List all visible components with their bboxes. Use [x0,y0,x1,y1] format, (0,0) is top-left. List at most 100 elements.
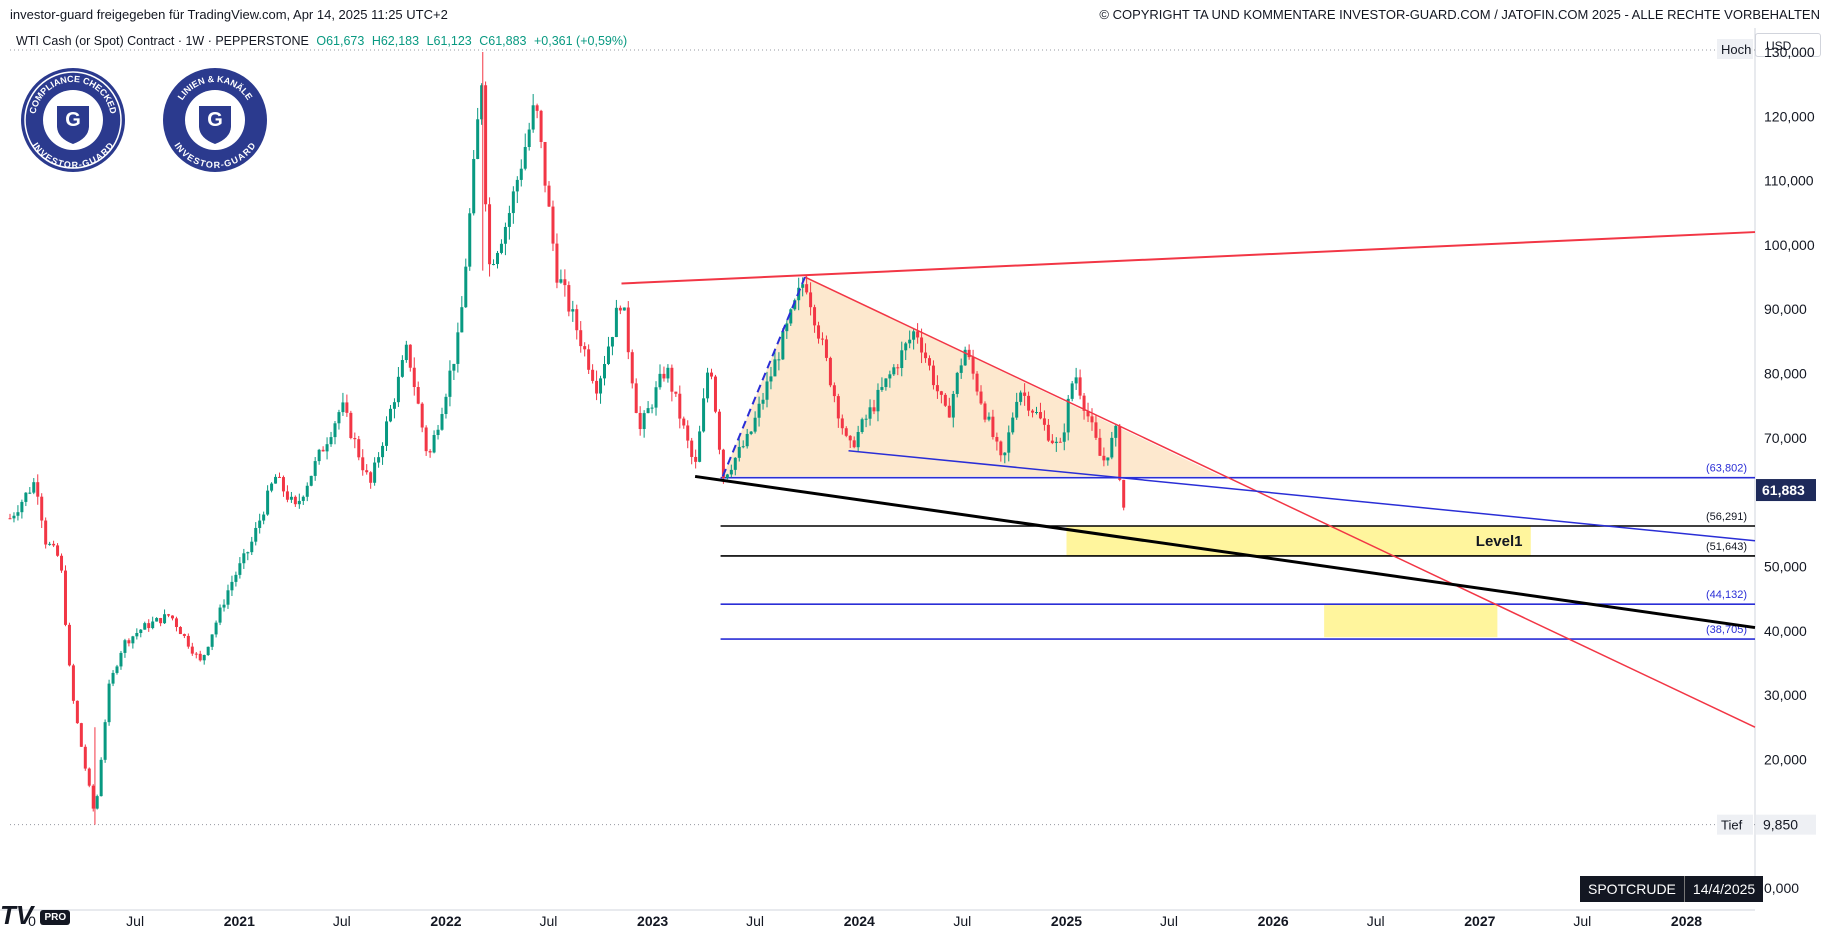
candle-body[interactable] [1058,441,1062,443]
candle-body[interactable] [634,383,638,413]
candle-body[interactable] [523,146,527,169]
candle-body[interactable] [761,399,765,404]
candle-body[interactable] [281,477,285,492]
candle-body[interactable] [579,330,583,347]
candle-body[interactable] [1118,425,1122,480]
candle-body[interactable] [924,352,928,359]
candle-body[interactable] [163,614,167,624]
candle-body[interactable] [888,374,892,379]
candle-body[interactable] [706,372,710,399]
candle-body[interactable] [71,665,75,701]
candle-body[interactable] [1019,392,1023,402]
candle-body[interactable] [305,485,309,497]
candle-body[interactable] [745,433,749,447]
candle-body[interactable] [186,635,190,647]
candle-body[interactable] [301,496,305,501]
candle-body[interactable] [182,634,186,636]
candle-body[interactable] [591,369,595,381]
candle-body[interactable] [1070,383,1074,399]
candle-body[interactable] [246,552,250,554]
candle-body[interactable] [1011,417,1015,433]
candle-body[interactable] [1046,424,1050,441]
candle-body[interactable] [1082,395,1086,411]
candle-body[interactable] [880,387,884,390]
candle-body[interactable] [151,621,155,629]
candle-body[interactable] [289,496,293,500]
candle-body[interactable] [1027,395,1031,411]
candle-body[interactable] [119,652,123,667]
candle-body[interactable] [828,357,832,386]
candle-body[interactable] [713,376,717,412]
candle-body[interactable] [476,119,480,159]
candle-body[interactable] [912,331,916,340]
candle-body[interactable] [642,413,646,430]
candle-body[interactable] [329,437,333,445]
candle-body[interactable] [341,402,345,413]
candle-body[interactable] [951,393,955,418]
tradingview-logo[interactable]: TV PRO [0,900,74,936]
candle-body[interactable] [361,457,365,471]
candle-body[interactable] [563,279,567,286]
candle-body[interactable] [230,581,234,591]
candle-body[interactable] [349,412,353,439]
candle-body[interactable] [939,391,943,395]
candle-body[interactable] [618,307,622,311]
candle-body[interactable] [170,615,174,619]
candle-body[interactable] [630,352,634,384]
candle-body[interactable] [650,407,654,409]
candle-body[interactable] [729,469,733,475]
candle-body[interactable] [832,385,836,397]
candle-body[interactable] [793,300,797,310]
candle-body[interactable] [274,476,278,484]
candle-body[interactable] [781,331,785,360]
candle-body[interactable] [79,723,83,747]
candle-body[interactable] [519,168,523,180]
candle-body[interactable] [40,496,44,521]
candle-body[interactable] [543,141,547,186]
candle-body[interactable] [309,475,313,486]
candle-body[interactable] [595,380,599,394]
candle-body[interactable] [674,391,678,394]
candle-body[interactable] [12,515,16,519]
candle-body[interactable] [396,376,400,403]
candle-body[interactable] [103,722,107,760]
candle-body[interactable] [622,307,626,311]
candle-body[interactable] [242,553,246,564]
candle-body[interactable] [381,445,385,458]
candle-body[interactable] [900,350,904,369]
candle-body[interactable] [868,407,872,419]
candle-body[interactable] [16,512,20,516]
candle-body[interactable] [904,343,908,351]
candle-body[interactable] [785,323,789,332]
candle-body[interactable] [931,365,935,386]
candle-body[interactable] [769,376,773,382]
candle-body[interactable] [908,339,912,344]
candle-body[interactable] [836,396,840,419]
candle-body[interactable] [432,435,436,453]
candle-body[interactable] [646,408,650,414]
candle-body[interactable] [377,457,381,463]
candle-body[interactable] [452,363,456,371]
candle-body[interactable] [559,279,563,283]
candle-body[interactable] [48,543,52,545]
symbol-name[interactable]: WTI Cash (or Spot) Contract · 1W · PEPPE… [16,34,309,48]
candle-body[interactable] [1086,410,1090,417]
candle-body[interactable] [610,337,614,347]
candle-body[interactable] [575,309,579,331]
candle-body[interactable] [741,446,745,448]
candle-body[interactable] [424,427,428,452]
candle-body[interactable] [468,213,472,267]
candle-body[interactable] [1106,457,1110,461]
candle-body[interactable] [210,634,214,647]
candle-body[interactable] [115,666,119,673]
candle-body[interactable] [460,307,464,333]
candle-body[interactable] [258,520,262,528]
candle-body[interactable] [36,482,40,497]
trendline-black-support[interactable] [694,474,1756,630]
candle-body[interactable] [1035,412,1039,414]
candle-body[interactable] [238,563,242,575]
candle-body[interactable] [583,346,587,350]
candle-body[interactable] [539,110,543,142]
candle-body[interactable] [95,796,99,809]
